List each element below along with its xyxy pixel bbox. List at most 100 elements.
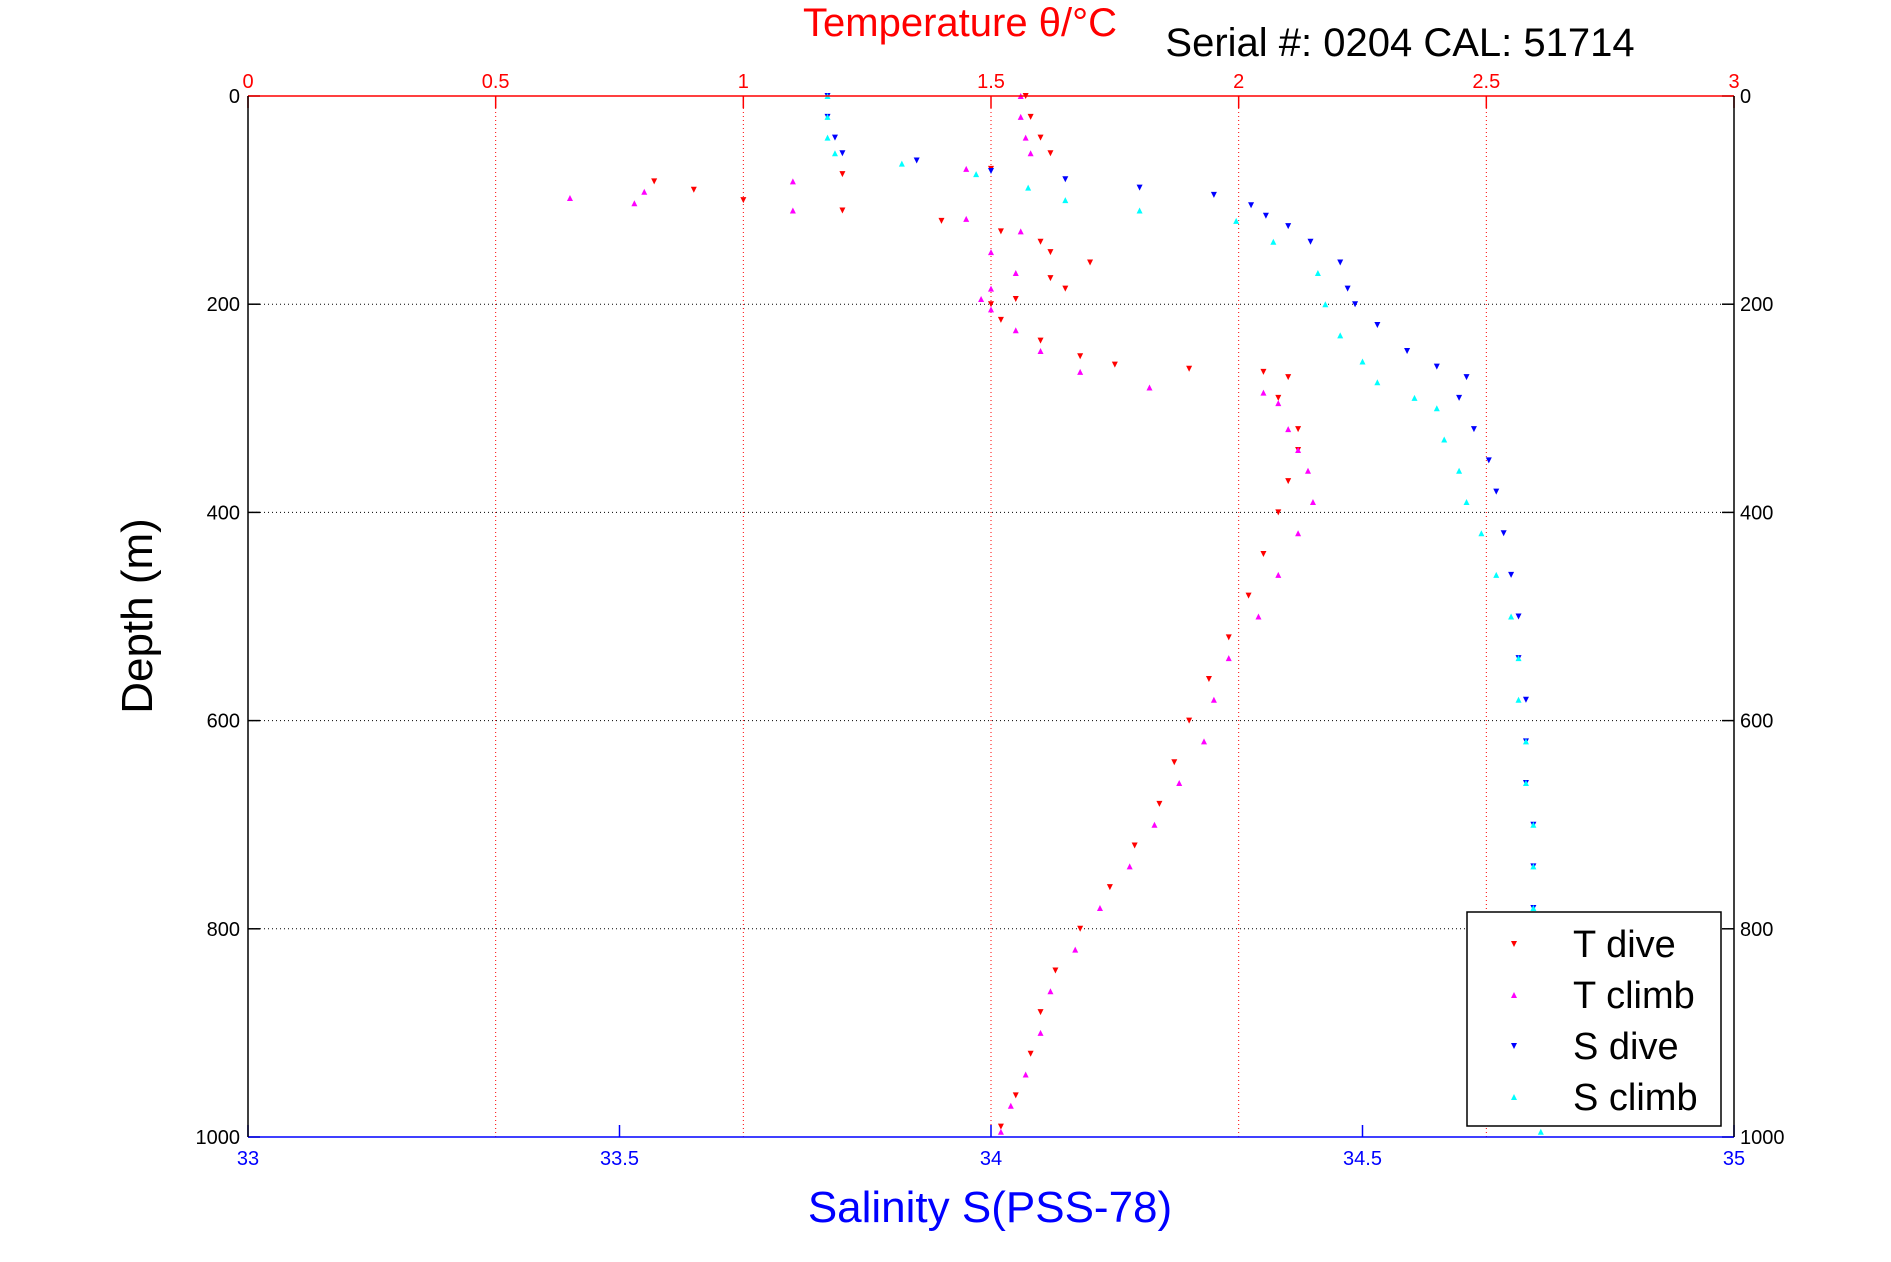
chart-title: Temperature θ/°C <box>803 1 1117 45</box>
point-t-climb <box>963 215 970 222</box>
point-s-climb <box>1508 613 1515 620</box>
point-t-dive <box>1027 1050 1034 1057</box>
depth-tick-label-left: 0 <box>229 86 240 108</box>
point-s-dive <box>1404 348 1411 355</box>
point-t-climb <box>1260 389 1267 396</box>
series-s-dive <box>824 93 1537 911</box>
point-t-climb <box>1022 134 1029 141</box>
point-s-climb <box>1233 217 1240 224</box>
point-t-dive <box>1285 374 1292 381</box>
point-t-dive <box>1225 634 1232 641</box>
point-s-climb <box>1456 467 1463 474</box>
legend-marker-s-climb <box>1511 1094 1517 1100</box>
legend-marker-t-dive <box>1511 941 1517 947</box>
point-s-climb <box>1025 184 1032 191</box>
point-s-climb <box>824 113 831 120</box>
point-t-dive <box>839 171 846 178</box>
point-t-climb <box>1200 738 1207 745</box>
temperature-tick-label: 2.5 <box>1472 71 1500 93</box>
depth-tick-label-left: 600 <box>207 711 240 733</box>
point-s-climb <box>1374 379 1381 386</box>
point-s-dive <box>1248 202 1255 209</box>
point-t-dive <box>1275 394 1282 401</box>
point-s-climb <box>1522 738 1529 745</box>
point-s-climb <box>831 150 838 157</box>
legend-label-s-climb: S climb <box>1573 1077 1698 1119</box>
point-s-climb <box>1441 436 1448 443</box>
point-s-dive <box>1470 426 1477 433</box>
point-s-dive <box>1210 191 1217 198</box>
point-t-climb <box>1275 400 1282 407</box>
point-s-dive <box>1463 374 1470 381</box>
point-t-dive <box>1205 675 1212 682</box>
point-s-dive <box>1515 613 1522 620</box>
axes-frame <box>247 95 1735 1138</box>
point-t-climb <box>1305 467 1312 474</box>
point-t-climb <box>988 285 994 292</box>
point-t-dive <box>1052 967 1059 974</box>
point-s-climb <box>1515 655 1522 662</box>
point-s-dive <box>913 157 920 164</box>
point-s-climb <box>1136 207 1143 214</box>
depth-tick-label-left: 1000 <box>196 1127 241 1149</box>
point-s-climb <box>1537 1128 1544 1135</box>
point-s-dive <box>1337 259 1344 266</box>
point-t-dive <box>651 178 658 185</box>
point-t-dive <box>1171 759 1178 766</box>
legend-marker-s-dive <box>1511 1043 1517 1049</box>
depth-tick-label-right: 0 <box>1740 86 1751 108</box>
point-t-dive <box>997 228 1004 235</box>
point-t-dive <box>690 186 697 193</box>
point-t-climb <box>1017 228 1024 235</box>
point-s-dive <box>1508 571 1515 578</box>
point-s-dive <box>1285 223 1292 230</box>
temperature-tick-label: 3 <box>1728 71 1739 93</box>
point-t-climb <box>1027 150 1034 157</box>
point-t-dive <box>938 217 945 224</box>
point-s-dive <box>988 167 994 174</box>
point-s-climb <box>1530 863 1537 870</box>
point-s-climb <box>1522 780 1529 787</box>
point-t-climb <box>1012 269 1019 276</box>
point-t-climb <box>988 306 994 313</box>
point-t-climb <box>997 1128 1004 1135</box>
point-t-dive <box>1047 150 1054 157</box>
point-s-dive <box>1500 530 1507 537</box>
point-t-dive <box>1037 134 1044 141</box>
point-t-dive <box>1012 1092 1019 1099</box>
point-t-climb <box>1255 613 1262 620</box>
x-axis-title: Salinity S(PSS-78) <box>808 1183 1172 1232</box>
point-t-climb <box>566 195 573 202</box>
point-t-dive <box>997 316 1004 323</box>
point-t-climb <box>1037 348 1044 355</box>
point-s-climb <box>1515 696 1522 703</box>
point-s-climb <box>1359 358 1366 365</box>
point-t-climb <box>1151 821 1158 828</box>
point-t-dive <box>1077 925 1084 932</box>
point-t-climb <box>631 200 638 207</box>
point-t-dive <box>1285 478 1292 485</box>
point-s-climb <box>1062 197 1069 204</box>
point-t-dive <box>1186 717 1193 724</box>
point-t-climb <box>1007 1102 1014 1109</box>
point-s-climb <box>1337 332 1344 339</box>
point-t-climb <box>1047 988 1054 995</box>
point-s-climb <box>1314 269 1321 276</box>
point-s-climb <box>1493 571 1500 578</box>
point-t-climb <box>1309 498 1316 505</box>
data-points <box>566 93 1544 1135</box>
depth-tick-label-right: 800 <box>1740 919 1773 941</box>
point-t-climb <box>1176 780 1183 787</box>
gridlines <box>248 96 1734 1137</box>
point-t-dive <box>1131 842 1138 849</box>
point-s-dive <box>1433 363 1440 370</box>
point-s-climb <box>824 134 831 141</box>
point-t-dive <box>1077 353 1084 360</box>
depth-tick-label-right: 200 <box>1740 294 1773 316</box>
point-t-climb <box>1126 863 1133 870</box>
point-t-dive <box>1027 113 1034 120</box>
point-s-dive <box>1062 176 1069 183</box>
point-s-climb <box>1433 405 1440 412</box>
point-s-dive <box>831 134 838 141</box>
